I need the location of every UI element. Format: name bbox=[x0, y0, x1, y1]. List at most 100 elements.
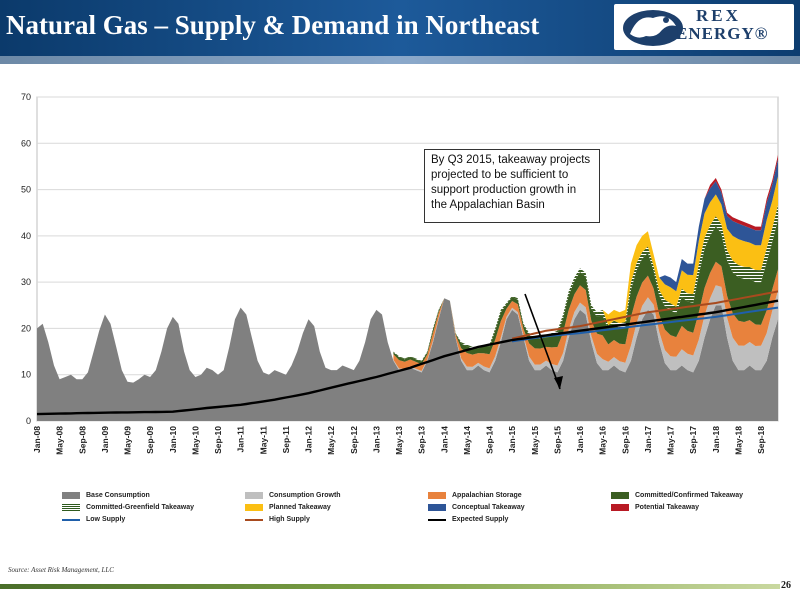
y-tick-label: 50 bbox=[21, 185, 31, 195]
legend-swatch bbox=[62, 518, 80, 521]
x-tick-label: Jan-18 bbox=[711, 426, 721, 453]
horse-emblem-icon bbox=[623, 10, 683, 46]
high-supply-line bbox=[511, 290, 779, 340]
rex-energy-logo: REX ENERGY® bbox=[614, 4, 794, 50]
low-supply-line bbox=[511, 306, 779, 343]
x-tick-label: May-11 bbox=[258, 426, 268, 455]
callout-box: By Q3 2015, takeaway projects projected … bbox=[424, 149, 600, 223]
x-tick-label: Jan-09 bbox=[100, 426, 110, 453]
legend-item: Committed-Greenfield Takeaway bbox=[62, 504, 194, 511]
header-band bbox=[0, 56, 800, 64]
legend-label: Conceptual Takeaway bbox=[452, 504, 525, 511]
x-tick-label: Jan-14 bbox=[439, 426, 449, 453]
x-tick-label: Sep-09 bbox=[145, 426, 155, 454]
legend-swatch bbox=[245, 504, 263, 511]
x-tick-label: May-14 bbox=[462, 426, 472, 455]
legend-label: High Supply bbox=[269, 516, 310, 523]
legend-item: Expected Supply bbox=[428, 516, 508, 523]
x-tick-label: Jan-16 bbox=[575, 426, 585, 453]
callout-arrowhead bbox=[554, 376, 563, 389]
x-tick-label: May-12 bbox=[326, 426, 336, 455]
y-tick-label: 20 bbox=[21, 323, 31, 333]
x-axis: Jan-08 May-08 Sep-08 Jan-09 May-09 Sep-09 Jan-… bbox=[32, 426, 766, 455]
x-tick-label: Sep-18 bbox=[756, 426, 766, 454]
page-title: Natural Gas – Supply & Demand in Northea… bbox=[6, 10, 540, 40]
legend-label: Committed-Greenfield Takeaway bbox=[86, 504, 195, 511]
legend-item: Conceptual Takeaway bbox=[428, 504, 525, 511]
legend-swatch bbox=[245, 518, 263, 521]
y-axis: 0 10 20 30 40 50 60 70 bbox=[21, 92, 31, 426]
x-tick-label: Sep-15 bbox=[552, 426, 562, 454]
supply-demand-chart: 0 10 20 30 40 50 60 70 Jan-08 May-08 Sep-08 Jan-09… bbox=[21, 92, 779, 455]
x-tick-label: Sep-08 bbox=[77, 426, 87, 454]
legend-swatch bbox=[62, 492, 80, 499]
legend-item: Potential Takeaway bbox=[611, 504, 699, 511]
x-tick-label: Sep-16 bbox=[620, 426, 630, 454]
legend-item: Consumption Growth bbox=[245, 492, 341, 499]
y-tick-label: 40 bbox=[21, 231, 31, 241]
x-tick-label: Jan-15 bbox=[507, 426, 517, 453]
expected-supply-line bbox=[36, 299, 779, 416]
x-tick-label: Sep-11 bbox=[281, 426, 291, 454]
legend-item: Appalachian Storage bbox=[428, 492, 522, 499]
x-tick-label: Jan-17 bbox=[643, 426, 653, 453]
legend-swatch bbox=[611, 504, 629, 511]
supply-lines bbox=[36, 290, 779, 416]
x-tick-label: Jan-10 bbox=[168, 426, 178, 453]
legend-label: Base Consumption bbox=[86, 492, 150, 499]
logo-text-rex: REX bbox=[696, 6, 741, 25]
legend-label: Consumption Growth bbox=[269, 492, 341, 499]
legend-label: Potential Takeaway bbox=[635, 504, 700, 511]
footer-bar bbox=[0, 584, 780, 589]
x-tick-label: Sep-17 bbox=[688, 426, 698, 454]
x-tick-label: Sep-13 bbox=[417, 426, 427, 454]
committed-takeaway-area bbox=[393, 219, 778, 365]
legend-item: High Supply bbox=[245, 516, 310, 523]
x-tick-label: May-13 bbox=[394, 426, 404, 455]
appalachian-storage-area bbox=[393, 261, 778, 371]
legend-swatch bbox=[245, 492, 263, 499]
stacked-areas bbox=[37, 154, 778, 421]
legend-item: Committed/Confirmed Takeaway bbox=[611, 492, 743, 499]
legend-label: Low Supply bbox=[86, 516, 126, 523]
y-tick-label: 60 bbox=[21, 138, 31, 148]
legend-swatch bbox=[611, 492, 629, 499]
x-tick-label: May-18 bbox=[733, 426, 743, 455]
y-tick-label: 70 bbox=[21, 92, 31, 102]
x-tick-label: May-08 bbox=[55, 426, 65, 455]
x-tick-label: May-15 bbox=[530, 426, 540, 455]
x-tick-label: May-17 bbox=[666, 426, 676, 455]
consumption-growth-area bbox=[393, 285, 778, 373]
x-tick-label: Sep-14 bbox=[485, 426, 495, 454]
x-tick-label: May-09 bbox=[123, 426, 133, 455]
legend-swatch bbox=[428, 504, 446, 511]
base-consumption-area bbox=[37, 298, 778, 421]
legend-swatch bbox=[428, 492, 446, 499]
x-tick-label: Sep-12 bbox=[349, 426, 359, 454]
x-tick-label: Jan-12 bbox=[304, 426, 314, 453]
chart-legend: Base Consumption Consumption Growth Appala… bbox=[62, 492, 782, 532]
x-tick-label: Jan-11 bbox=[236, 426, 246, 453]
y-tick-label: 10 bbox=[21, 370, 31, 380]
title-bar: Natural Gas – Supply & Demand in Northea… bbox=[0, 0, 800, 56]
legend-swatch bbox=[428, 518, 446, 521]
legend-label: Planned Takeaway bbox=[269, 504, 331, 511]
page-number: 26 bbox=[781, 580, 791, 591]
callout-arrow bbox=[524, 293, 561, 390]
legend-item: Base Consumption bbox=[62, 492, 150, 499]
y-tick-label: 30 bbox=[21, 277, 31, 287]
legend-item: Planned Takeaway bbox=[245, 504, 331, 511]
x-tick-label: Sep-10 bbox=[213, 426, 223, 454]
x-tick-label: Jan-13 bbox=[371, 426, 381, 453]
legend-swatch bbox=[62, 504, 80, 511]
legend-label: Appalachian Storage bbox=[452, 492, 522, 499]
x-tick-label: May-10 bbox=[190, 426, 200, 455]
logo-text-energy: ENERGY® bbox=[676, 24, 769, 43]
legend-item: Low Supply bbox=[62, 516, 125, 523]
legend-label: Committed/Confirmed Takeaway bbox=[635, 492, 744, 499]
source-note: Source: Asset Risk Management, LLC bbox=[8, 566, 114, 574]
x-tick-label: May-16 bbox=[598, 426, 608, 455]
x-tick-label: Jan-08 bbox=[32, 426, 42, 453]
legend-label: Expected Supply bbox=[452, 516, 509, 523]
y-tick-label: 0 bbox=[26, 416, 31, 426]
